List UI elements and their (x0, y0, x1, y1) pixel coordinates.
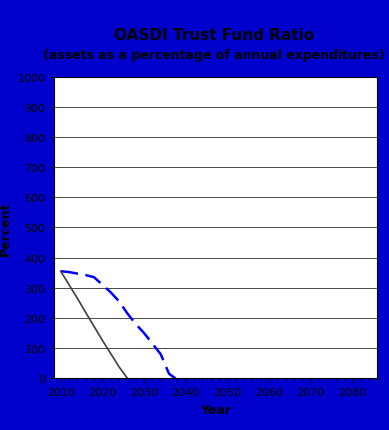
Y-axis label: Percent: Percent (0, 201, 12, 255)
X-axis label: Year: Year (200, 403, 231, 416)
Text: (assets as a percentage of annual expenditures): (assets as a percentage of annual expend… (43, 49, 385, 62)
Text: OASDI Trust Fund Ratio: OASDI Trust Fund Ratio (114, 28, 314, 43)
